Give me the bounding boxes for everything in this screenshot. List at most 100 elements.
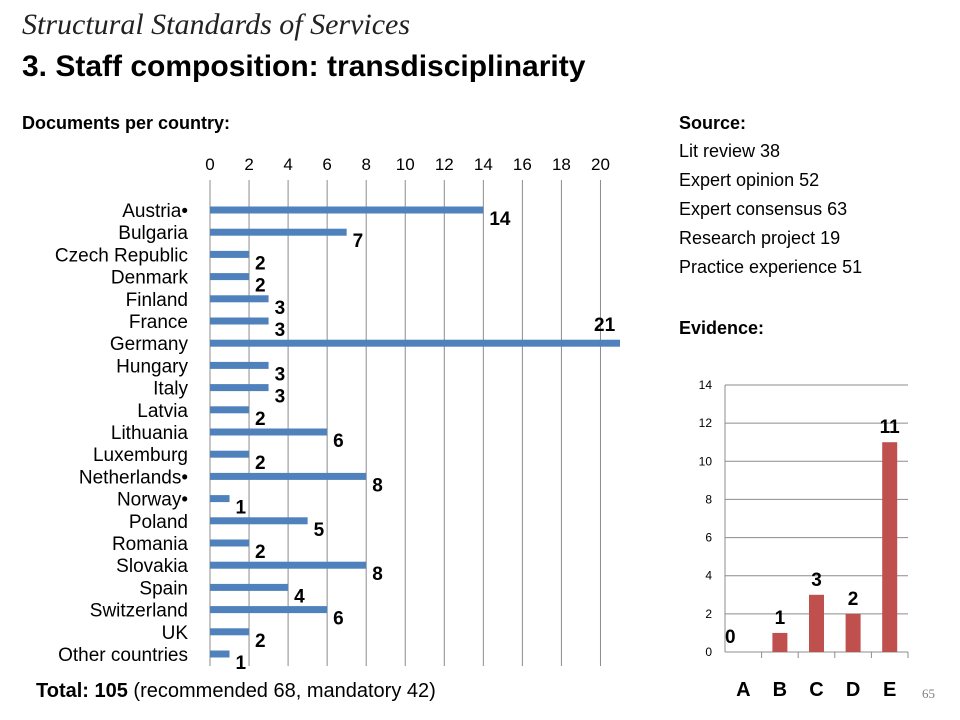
data-label-denmark: 2	[255, 276, 266, 297]
category-label-romania: Romania	[112, 534, 188, 555]
tick-label-y-6: 6	[705, 531, 712, 545]
tick-label-x-10: 10	[396, 155, 415, 174]
category-label-denmark: Denmark	[111, 268, 189, 289]
data-label-poland: 5	[314, 520, 325, 541]
bar-france	[210, 317, 269, 325]
category-label-switzerland: Switzerland	[90, 601, 188, 622]
data-label-bulgaria: 7	[353, 231, 364, 252]
tick-label-y-0: 0	[705, 645, 712, 659]
bar-denmark	[210, 273, 250, 281]
tick-label-x-14: 14	[474, 155, 493, 174]
bar-italy	[210, 384, 269, 392]
category-label-uk: UK	[162, 623, 189, 644]
tick-label-x-2: 2	[244, 155, 253, 174]
data-label-spain: 4	[294, 586, 305, 607]
data-label-slovakia: 8	[372, 564, 383, 585]
data-label-hungary: 3	[275, 364, 286, 385]
data-label-switzerland: 6	[333, 609, 344, 630]
source-item-research-project: Research project 19	[679, 228, 841, 248]
category-label-b: B	[773, 679, 787, 701]
data-label-norway: 1	[236, 498, 247, 519]
bar-poland	[210, 517, 308, 525]
category-label-norway: Norway•	[117, 490, 188, 511]
total-summary: Total: 105 (recommended 68, mandatory 42…	[36, 680, 436, 703]
category-label-d: D	[846, 679, 860, 701]
data-label-luxemburg: 2	[255, 453, 266, 474]
data-label-italy: 3	[275, 387, 286, 408]
tick-label-x-12: 12	[435, 155, 454, 174]
data-label-d: 2	[848, 589, 859, 610]
data-label-austria: 14	[489, 209, 511, 230]
category-label-germany: Germany	[110, 334, 189, 355]
bar-luxemburg	[210, 450, 250, 458]
total-detail: (recommended 68, mandatory 42)	[127, 680, 436, 702]
category-label-hungary: Hungary	[116, 356, 188, 377]
category-label-e: E	[883, 679, 896, 701]
category-label-bulgaria: Bulgaria	[118, 223, 188, 244]
tick-label-x-20: 20	[591, 155, 610, 174]
data-label-e: 11	[880, 417, 901, 438]
tick-label-y-4: 4	[705, 569, 712, 583]
category-label-lithuania: Lithuania	[111, 423, 189, 444]
source-item-practice-experience: Practice experience 51	[679, 257, 863, 277]
bar-bulgaria	[210, 228, 347, 236]
tick-label-x-0: 0	[205, 155, 214, 174]
bar-austria	[210, 206, 484, 214]
slide-title: Structural Standards of Services	[22, 8, 411, 41]
data-label-germany: 21	[594, 315, 616, 336]
page-number: 65	[922, 686, 935, 701]
bar-netherlands	[210, 472, 367, 480]
bar-b	[772, 632, 788, 652]
slide-subtitle: 3. Staff composition: transdisciplinarit…	[22, 50, 586, 83]
bar-e	[882, 442, 898, 652]
tick-label-y-2: 2	[705, 607, 712, 621]
category-label-latvia: Latvia	[137, 401, 188, 422]
bar-uk	[210, 628, 250, 636]
tick-label-y-10: 10	[699, 454, 713, 468]
data-label-romania: 2	[255, 542, 266, 563]
tick-label-x-8: 8	[361, 155, 370, 174]
tick-label-x-16: 16	[513, 155, 532, 174]
data-label-b: 1	[775, 608, 786, 629]
data-label-latvia: 2	[255, 409, 266, 430]
category-label-poland: Poland	[129, 512, 188, 533]
category-label-netherlands: Netherlands•	[79, 467, 188, 488]
source-item-expert-consensus: Expert consensus 63	[679, 199, 848, 219]
tick-label-y-12: 12	[699, 416, 713, 430]
bar-d	[845, 613, 861, 652]
tick-label-x-18: 18	[552, 155, 571, 174]
category-label-c: C	[809, 679, 823, 701]
category-label-czech-republic: Czech Republic	[55, 245, 188, 266]
category-label-italy: Italy	[153, 379, 188, 400]
data-label-finland: 3	[275, 298, 286, 319]
tick-label-y-8: 8	[705, 492, 712, 506]
data-label-a: 0	[725, 627, 736, 648]
category-label-other-countries: Other countries	[58, 645, 188, 666]
tick-label-y-14: 14	[699, 378, 713, 392]
category-label-luxemburg: Luxemburg	[93, 445, 188, 466]
bar-c	[809, 594, 824, 652]
data-label-uk: 2	[255, 631, 266, 652]
category-label-austria: Austria•	[122, 201, 188, 222]
source-heading: Source:	[679, 113, 747, 133]
data-label-lithuania: 6	[333, 431, 344, 452]
evidence-heading: Evidence:	[679, 318, 765, 338]
bar-germany	[210, 339, 620, 347]
bar-norway	[210, 495, 230, 503]
bar-finland	[210, 295, 269, 303]
category-label-slovakia: Slovakia	[116, 556, 188, 577]
tick-label-x-4: 4	[283, 155, 292, 174]
data-label-c: 3	[811, 570, 822, 591]
source-item-expert-opinion: Expert opinion 52	[679, 170, 820, 190]
bar-slovakia	[210, 561, 367, 569]
category-label-spain: Spain	[139, 578, 188, 599]
category-label-france: France	[129, 312, 188, 333]
tick-label-x-6: 6	[322, 155, 331, 174]
total-label: Total: 105	[36, 680, 128, 702]
bar-spain	[210, 583, 289, 591]
bar-switzerland	[210, 606, 328, 614]
category-label-finland: Finland	[126, 290, 188, 311]
source-item-lit-review: Lit review 38	[679, 141, 781, 161]
